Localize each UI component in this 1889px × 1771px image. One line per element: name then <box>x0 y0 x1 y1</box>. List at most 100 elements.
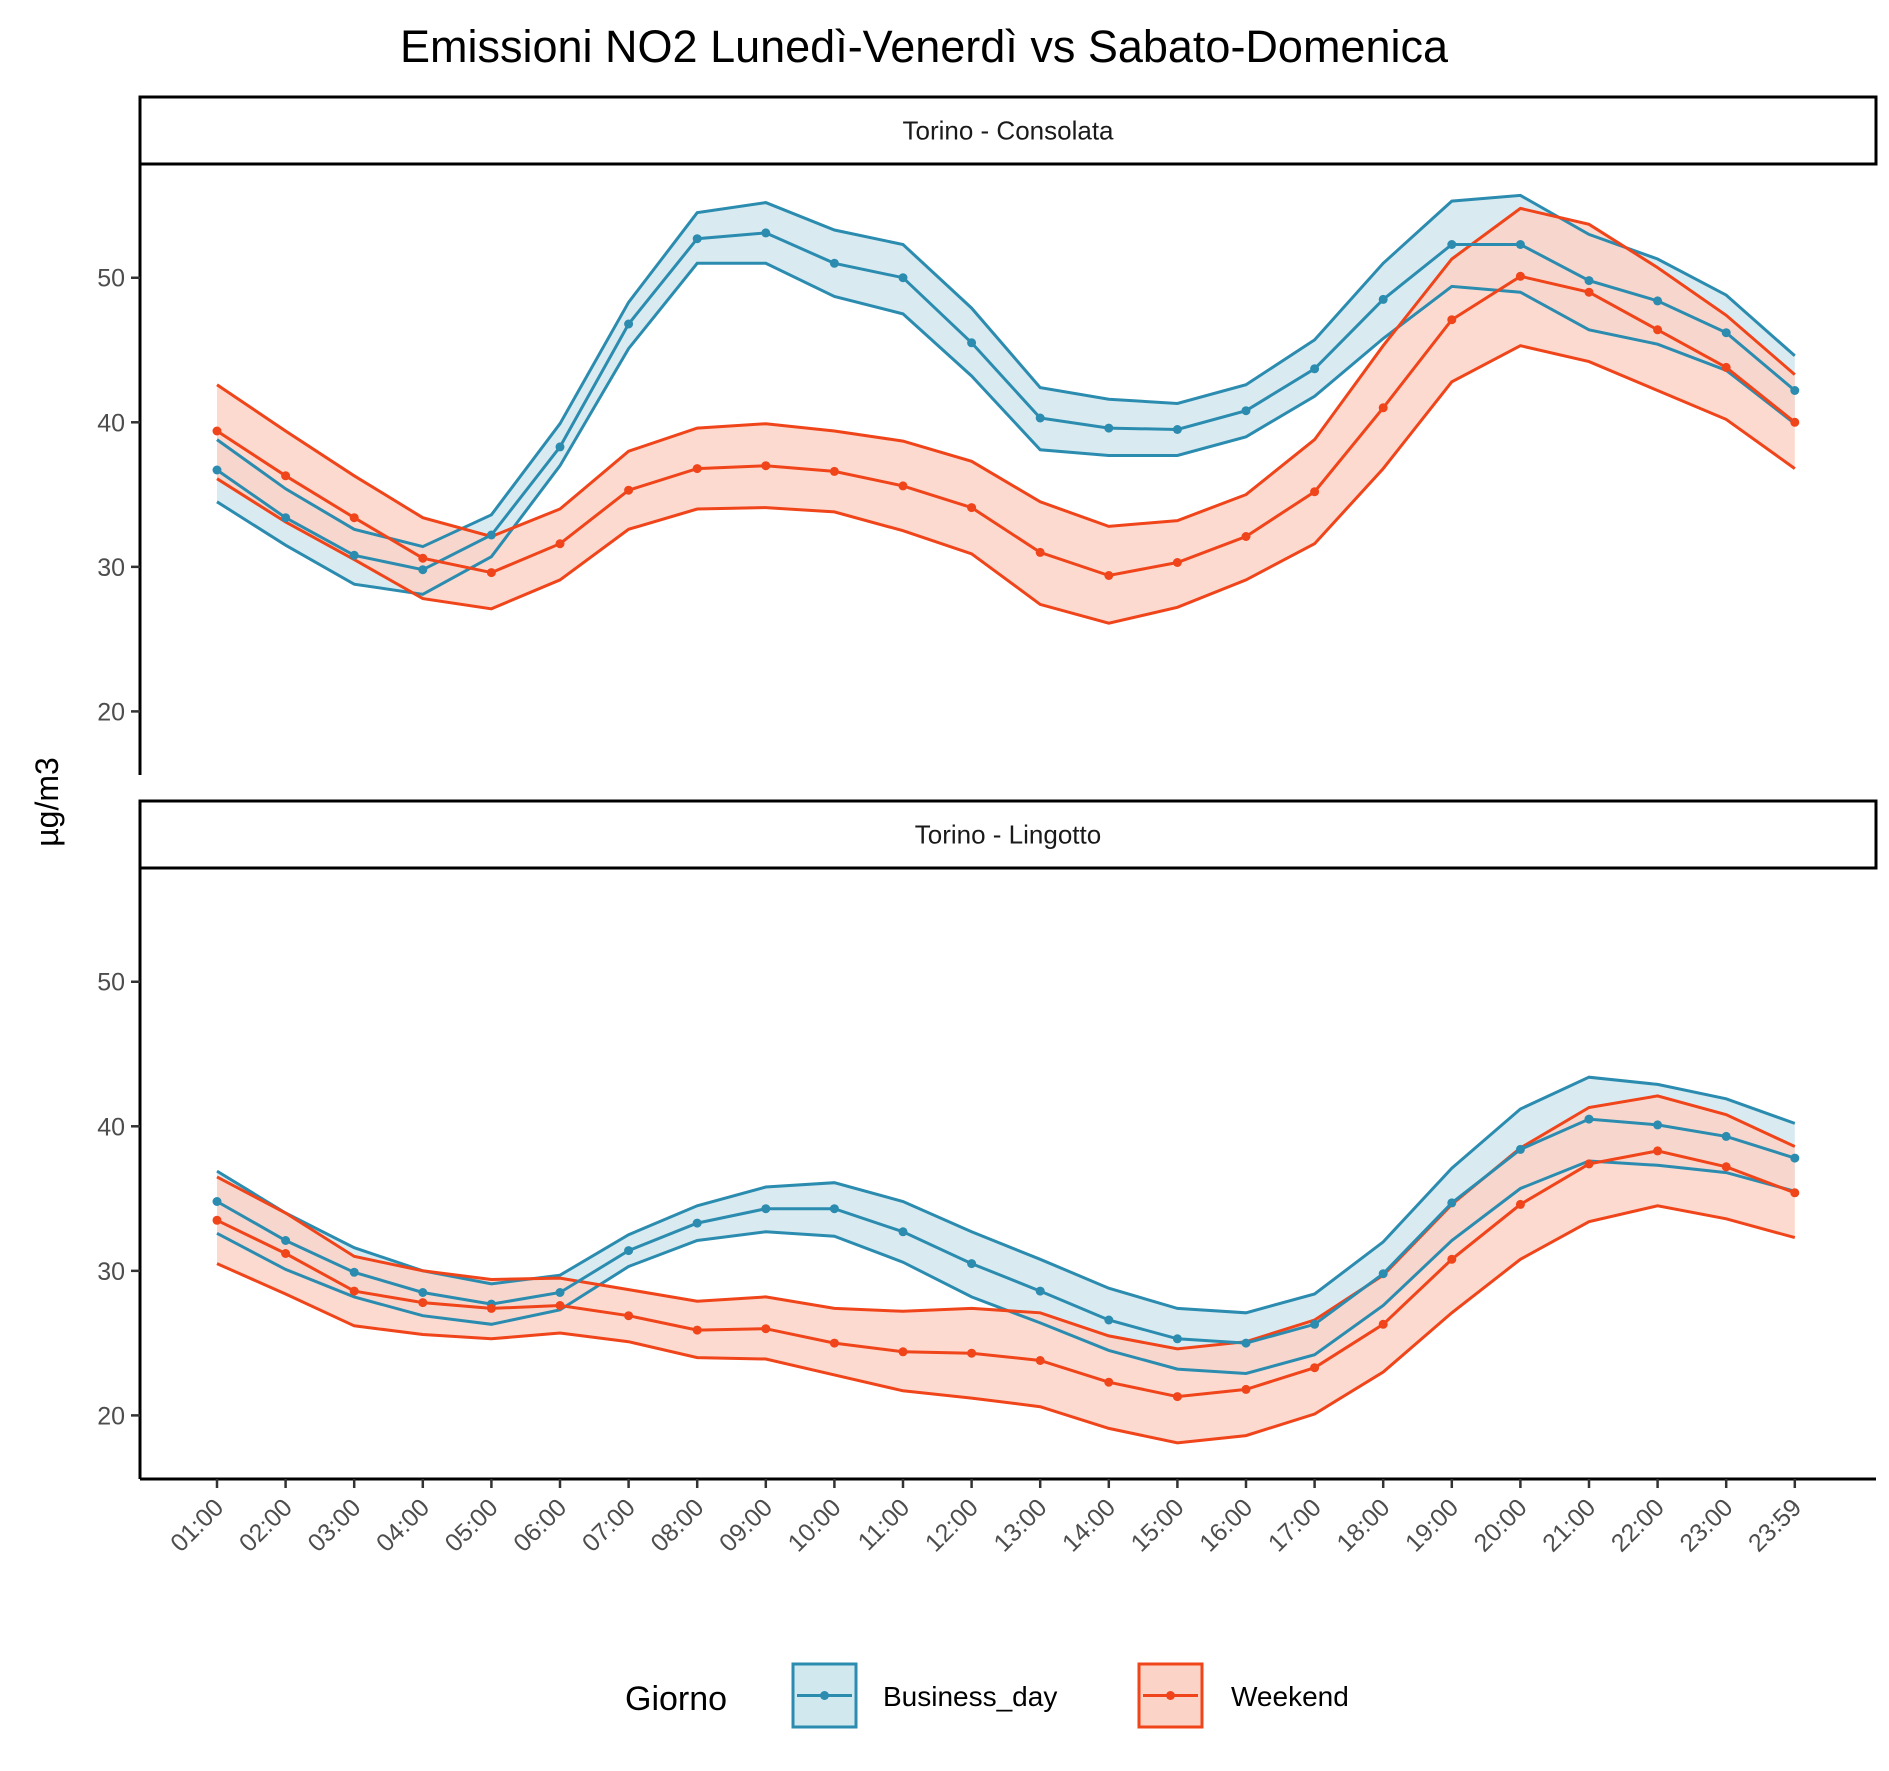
data-point-weekend <box>1378 403 1388 413</box>
data-point-weekend <box>1104 1377 1114 1387</box>
legend-item-business_day: Business_day <box>791 1662 1057 1729</box>
data-point-weekend <box>829 1338 839 1348</box>
data-point-business_day <box>281 513 291 523</box>
x-tick-label: 04:00 <box>371 1493 435 1557</box>
data-point-weekend <box>486 1303 496 1313</box>
confidence-band-weekend <box>217 208 1795 624</box>
x-tick-label: 15:00 <box>1126 1493 1190 1557</box>
data-point-business_day <box>898 273 908 283</box>
data-point-weekend <box>1378 1319 1388 1329</box>
data-point-business_day <box>761 228 771 238</box>
data-point-weekend <box>486 568 496 578</box>
legend-label: Weekend <box>1231 1681 1349 1712</box>
x-tick-label: 10:00 <box>783 1493 847 1557</box>
data-point-business_day <box>1447 1198 1457 1208</box>
x-tick-label: 22:00 <box>1606 1493 1670 1557</box>
data-point-business_day <box>1241 406 1251 416</box>
facet-strip <box>138 95 1878 166</box>
data-point-business_day <box>212 1197 222 1206</box>
chart-title: Emissioni NO2 Lunedì-Venerdì vs Sabato-D… <box>400 21 1449 72</box>
x-tick-label: 14:00 <box>1057 1493 1121 1557</box>
band-lower-line-weekend <box>216 1204 1796 1445</box>
data-point-weekend <box>624 1311 634 1321</box>
data-point-weekend <box>212 426 222 436</box>
data-point-business_day <box>1310 364 1320 374</box>
y-tick-label: 30 <box>97 554 125 582</box>
band-upper-line-weekend <box>216 1094 1796 1351</box>
data-point-business_day <box>1378 1269 1388 1279</box>
data-point-business_day <box>967 1259 977 1269</box>
data-point-business_day <box>281 1236 291 1245</box>
facet-strip-label: Torino - Lingotto <box>915 820 1101 850</box>
x-tick-label: 07:00 <box>577 1493 641 1557</box>
x-tick-label: 06:00 <box>508 1493 572 1557</box>
data-point-weekend <box>1035 1356 1045 1365</box>
data-point-business_day <box>1515 1144 1525 1154</box>
band-upper-line-business_day <box>216 1075 1796 1315</box>
data-point-business_day <box>1721 1131 1731 1141</box>
panel-1: Torino - Consolata 20 30 40 50 <box>97 95 1878 775</box>
x-tick-label: 05:00 <box>440 1493 504 1557</box>
x-tick-label: 09:00 <box>714 1493 778 1557</box>
data-point-business_day <box>829 1204 839 1214</box>
data-point-business_day <box>1104 1315 1114 1325</box>
confidence-band-business_day <box>217 195 1795 595</box>
data-point-weekend <box>1104 571 1114 580</box>
data-point-business_day <box>1721 328 1731 338</box>
data-point-weekend <box>692 464 702 474</box>
data-point-weekend <box>555 539 565 549</box>
y-tick-label: 50 <box>97 265 125 293</box>
data-point-business_day <box>1241 1338 1251 1348</box>
data-point-weekend <box>349 513 359 523</box>
data-point-business_day <box>1653 1120 1663 1130</box>
legend-title: Giorno <box>625 1680 727 1718</box>
data-point-weekend <box>761 1324 771 1334</box>
data-point-business_day <box>418 565 428 575</box>
legend: Giorno Business_day Weekend <box>625 1662 1349 1729</box>
data-point-weekend <box>1447 1254 1457 1264</box>
data-point-weekend <box>1241 1384 1251 1394</box>
data-point-business_day <box>1172 1334 1182 1344</box>
legend-key-point <box>820 1691 829 1700</box>
data-point-weekend <box>898 1347 908 1357</box>
x-tick-label: 16:00 <box>1194 1493 1258 1557</box>
x-tick-label: 08:00 <box>645 1493 709 1557</box>
legend-label: Business_day <box>883 1681 1057 1712</box>
band-lower-line-business_day <box>216 261 1796 596</box>
data-point-weekend <box>967 1348 977 1358</box>
x-tick-label: 01:00 <box>165 1493 229 1557</box>
band-upper-line-business_day <box>216 193 1796 549</box>
data-point-weekend <box>212 1215 222 1225</box>
data-point-weekend <box>418 553 428 563</box>
data-point-business_day <box>555 442 565 452</box>
data-point-business_day <box>555 1288 565 1297</box>
data-point-business_day <box>1447 240 1457 249</box>
data-point-weekend <box>555 1301 565 1310</box>
data-point-weekend <box>1035 547 1045 557</box>
data-point-business_day <box>1310 1319 1320 1329</box>
data-point-business_day <box>1378 294 1388 304</box>
data-point-weekend <box>1653 325 1663 335</box>
data-point-business_day <box>1790 1153 1800 1163</box>
data-point-weekend <box>1721 1162 1731 1172</box>
data-point-business_day <box>1515 240 1525 249</box>
series-line-weekend <box>216 1149 1796 1399</box>
band-upper-line-weekend <box>216 206 1796 539</box>
data-point-weekend <box>1310 487 1320 497</box>
data-point-weekend <box>1584 287 1594 297</box>
x-tick-label: 23:00 <box>1674 1493 1738 1557</box>
legend-key-point <box>1166 1691 1175 1700</box>
y-tick-label: 20 <box>97 698 125 726</box>
data-point-business_day <box>1104 423 1114 433</box>
y-tick-label: 50 <box>97 969 125 997</box>
data-point-business_day <box>1035 413 1045 423</box>
series-line-weekend <box>216 274 1796 578</box>
x-tick-label: 17:00 <box>1263 1493 1327 1557</box>
x-tick-label: 21:00 <box>1537 1493 1601 1557</box>
x-tick-label: 20:00 <box>1469 1493 1533 1557</box>
x-tick-label: 02:00 <box>234 1493 298 1557</box>
data-point-weekend <box>624 485 634 495</box>
data-point-business_day <box>761 1204 771 1214</box>
y-tick-label: 40 <box>97 1113 125 1141</box>
data-point-weekend <box>1447 315 1457 325</box>
